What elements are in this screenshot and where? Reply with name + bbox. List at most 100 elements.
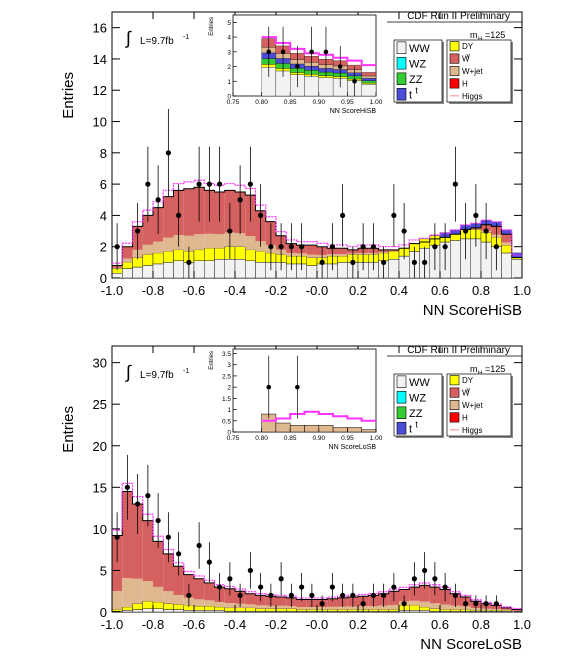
data-point — [237, 197, 243, 203]
data-point — [401, 601, 407, 607]
bin-ww — [132, 609, 143, 613]
bin-dy — [429, 608, 441, 612]
bin-wgamma — [501, 234, 512, 243]
bin-wgamma — [296, 599, 307, 608]
experiment-label: CDF Run II Preliminary — [407, 345, 510, 356]
bin-wjet — [265, 605, 276, 609]
legend-label-wz: WZ — [409, 392, 426, 404]
legend-swatch-ww — [396, 41, 407, 54]
bin-ttbar — [501, 229, 512, 235]
bin-wgamma — [132, 503, 143, 579]
legend-swatch-h — [449, 78, 460, 89]
data-point — [391, 584, 397, 590]
legend-label-higgs: Higgs — [462, 426, 482, 435]
inset-bin — [361, 78, 377, 81]
bin-wgamma — [163, 553, 174, 592]
bin-dy — [296, 609, 307, 612]
bin-dy — [501, 610, 512, 612]
inset-y-tick-label: 3.5 — [222, 351, 231, 358]
mass-value: =125 — [485, 364, 505, 374]
inset-x-tick-label: 0.80 — [255, 435, 268, 442]
integral-symbol: ∫ — [124, 362, 132, 382]
bin-dy — [214, 606, 225, 611]
y-tick-label: 5 — [100, 563, 107, 578]
data-point — [258, 212, 264, 219]
bin-dy — [327, 609, 338, 612]
bin-dy — [132, 603, 143, 610]
legend-swatch-zz — [396, 406, 407, 419]
data-point — [360, 601, 366, 607]
bin-wgamma — [276, 597, 287, 606]
y-tick-label: 0 — [100, 605, 107, 620]
data-point — [165, 150, 171, 156]
data-point — [463, 228, 469, 234]
bin-wjet — [306, 607, 317, 610]
x-axis-title: NN ScoreHiSB — [423, 302, 522, 319]
bin-wjet — [204, 233, 215, 249]
inset-x-tick-label: 0.85 — [284, 435, 297, 442]
inset-y-tick-label: 5 — [227, 20, 231, 27]
bin-wjet — [450, 605, 461, 610]
inset-bin — [361, 72, 377, 77]
bin-ww — [152, 608, 164, 613]
bin-dy — [214, 248, 225, 260]
inset-bin — [275, 422, 291, 433]
data-point — [329, 584, 335, 590]
bin-wgamma — [163, 196, 174, 238]
inset-y-tick-label: 1 — [227, 79, 231, 86]
bin-ww — [214, 259, 225, 279]
legend-label-ww: WW — [409, 43, 430, 55]
data-point — [217, 584, 223, 590]
inset-y-tick-label: 2 — [227, 385, 231, 392]
data-point — [483, 601, 489, 607]
data-point — [340, 212, 346, 219]
data-point — [165, 534, 171, 540]
data-point — [473, 601, 479, 607]
legend-swatch-w+jet — [449, 65, 460, 77]
inset-y-axis-title: Entries — [209, 17, 215, 36]
data-point — [206, 181, 212, 187]
bin-wjet — [388, 604, 399, 610]
data-point — [381, 259, 387, 265]
y-tick-label: 0 — [100, 271, 107, 286]
inset-x-tick-label: 0.80 — [255, 99, 268, 106]
data-point — [135, 501, 141, 507]
bin-dy — [173, 249, 184, 261]
data-point — [145, 181, 151, 187]
bin-wjet — [153, 586, 164, 603]
inset-y-tick-label: 2.5 — [222, 373, 231, 380]
bin-ww — [511, 259, 523, 279]
y-tick-label: 10 — [93, 115, 107, 130]
integral-symbol: ∫ — [124, 28, 132, 48]
inset-data-point — [323, 49, 329, 55]
bin-dy — [388, 609, 400, 612]
bin-dy — [368, 609, 379, 612]
legend-label-sup: t — [415, 85, 418, 95]
bin-wjet — [501, 609, 512, 611]
legend-label-t: t — [409, 89, 412, 101]
bin-dy — [265, 608, 277, 612]
y-tick-label: 8 — [100, 146, 107, 161]
bin-wjet — [163, 591, 174, 604]
bin-wgamma — [122, 246, 133, 259]
bin-wjet — [122, 578, 133, 608]
legend-label-wz: WZ — [409, 58, 426, 70]
x-tick-label: 0.6 — [431, 283, 449, 298]
data-point — [186, 592, 192, 598]
y-tick-label: 10 — [93, 522, 107, 537]
data-point — [391, 212, 397, 219]
legend-swatch-w+jet — [449, 399, 460, 411]
bin-wjet — [501, 242, 512, 246]
legend-swatch-zz — [396, 72, 407, 85]
bin-wgamma — [245, 593, 256, 605]
bin-wgamma — [327, 598, 338, 607]
legend-label-w+jet: W+jet — [462, 67, 483, 76]
inset-x-axis-title: NN ScoreLoSB — [329, 444, 377, 451]
bin-ww — [204, 260, 215, 279]
inset-y-tick-label: 3 — [227, 49, 231, 56]
x-tick-label: -0.0 — [306, 283, 328, 298]
inset-bin — [304, 425, 320, 433]
bin-wjet — [214, 602, 225, 608]
y-tick-label: 4 — [100, 208, 107, 223]
legend-swatch-ww — [396, 375, 407, 388]
